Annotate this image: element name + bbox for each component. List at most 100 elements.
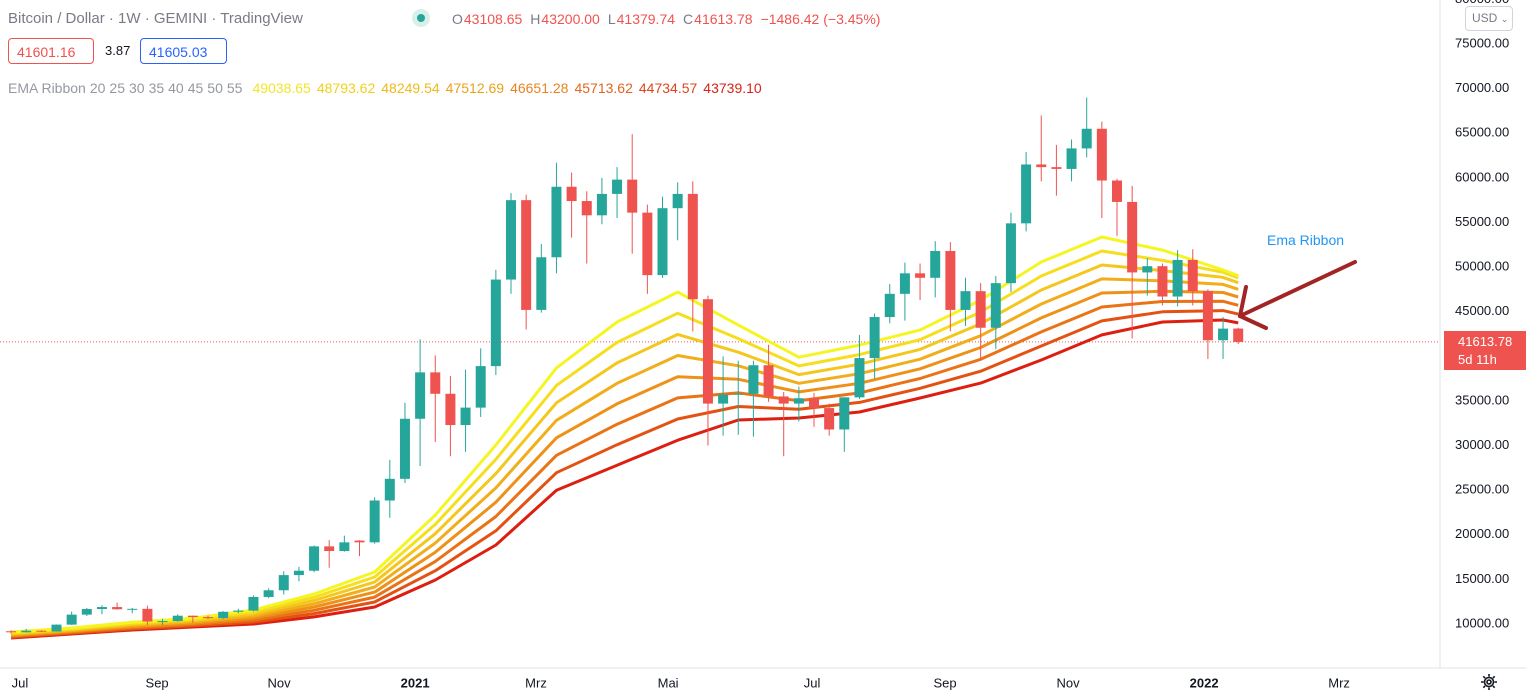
candle-body	[369, 500, 380, 543]
ema-length: 45	[187, 80, 204, 96]
y-tick-label: 60000.00	[1455, 169, 1509, 184]
x-tick-label: Sep	[146, 675, 169, 690]
candle-body	[1187, 259, 1198, 292]
candle-body	[172, 615, 183, 622]
candle-body	[21, 630, 32, 633]
candle-body	[748, 365, 759, 394]
buy-price[interactable]: 41605.03	[140, 38, 227, 64]
candle-body	[36, 630, 47, 632]
candle-body	[445, 393, 456, 426]
candle-body	[627, 179, 638, 213]
ema-value: 47512.69	[445, 80, 505, 96]
ema-legend: EMA Ribbon 20 25 30 35 40 45 50 55 49038.65 48793.…	[8, 80, 762, 96]
candle-body	[1112, 180, 1123, 202]
candle-body	[1218, 328, 1229, 341]
ohlc-key: C	[683, 11, 694, 27]
settings-icon[interactable]	[1481, 674, 1497, 690]
candle-body	[430, 372, 441, 394]
y-tick-label: 70000.00	[1455, 80, 1509, 95]
symbol-title: Bitcoin / Dollar · 1W · GEMINI · Trading…	[8, 10, 303, 27]
x-tick-label: Mrz	[525, 675, 547, 690]
y-tick-label: 20000.00	[1455, 526, 1509, 541]
candle-body	[869, 317, 880, 359]
candle-body	[1202, 291, 1213, 341]
ohlc-key: H	[530, 11, 541, 27]
last-price-box: 41613.78 5d 11h	[1444, 331, 1526, 370]
ema-length: 50	[207, 80, 223, 96]
candle-body	[687, 193, 698, 300]
ema-line	[11, 299, 1239, 638]
candle-body	[460, 407, 471, 426]
y-tick-label: 45000.00	[1455, 303, 1509, 318]
candle-body	[960, 291, 971, 310]
candle-body	[1172, 259, 1183, 297]
ema-value: 48793.62	[316, 80, 376, 96]
candle-body	[233, 610, 244, 612]
x-tick-label: 2021	[401, 675, 430, 690]
ema-length: 30	[128, 80, 145, 96]
candle-body	[733, 393, 744, 395]
currency-select[interactable]: USD ⌄	[1465, 6, 1513, 31]
ema-line	[11, 235, 1239, 634]
market-status[interactable]	[412, 9, 430, 27]
chevron: ⌄	[1500, 14, 1509, 24]
candle-body	[354, 540, 365, 543]
candle-body	[263, 590, 274, 597]
ema-value: 45713.62	[574, 80, 633, 96]
candle-body	[657, 208, 668, 276]
annotation: Ema Ribbon	[1267, 232, 1345, 248]
ema-length: 25	[109, 80, 125, 96]
candle-body	[1005, 223, 1016, 284]
candle-body	[157, 621, 168, 623]
y-tick-label: 25000.00	[1455, 482, 1509, 497]
ohlc-key: O	[452, 11, 463, 27]
ema-line	[11, 277, 1239, 637]
y-tick-label: 10000.00	[1455, 615, 1509, 630]
x-tick-label: Mrz	[1328, 675, 1350, 690]
ema-value: 48249.54	[381, 80, 440, 96]
x-tick-label: 2022	[1190, 675, 1219, 690]
x-tick-label: Nov	[267, 675, 291, 690]
ema-length: 40	[168, 80, 184, 96]
candle-body	[490, 279, 501, 367]
ema-line	[11, 263, 1239, 636]
candle-body	[1036, 164, 1047, 168]
candle-body	[551, 186, 562, 258]
candle-body	[415, 372, 426, 419]
candle-body	[672, 193, 683, 209]
candle-body	[536, 257, 547, 310]
ema-line	[11, 309, 1239, 639]
candle-body	[824, 408, 835, 430]
ema-value: 46651.28	[510, 80, 569, 96]
candle-body	[324, 546, 335, 552]
candle-body	[945, 251, 956, 310]
x-tick-label: Nov	[1057, 675, 1081, 690]
candle-body	[1066, 148, 1077, 169]
candle-body	[975, 291, 986, 328]
candle-body	[399, 418, 410, 479]
annotation-arrow	[1238, 260, 1357, 330]
candle-body	[309, 546, 320, 571]
candle-body	[6, 631, 17, 633]
candle-body	[930, 251, 941, 278]
candle-body	[1127, 201, 1138, 273]
candle-body	[642, 212, 653, 276]
candle-body	[293, 570, 304, 576]
ohlc-value: 43200.00	[541, 11, 600, 27]
sell-price[interactable]: 41601.16	[8, 38, 94, 64]
candle-body	[899, 273, 910, 294]
countdown: 5d 11h	[1458, 352, 1497, 367]
ohlc-value: 41379.74	[616, 11, 676, 27]
y-tick-label: 35000.00	[1455, 392, 1509, 407]
candle-body	[884, 293, 895, 318]
price-change: −1486.42 (−3.45%)	[760, 11, 881, 27]
y-tick-label: 55000.00	[1455, 214, 1509, 229]
ema-name: EMA Ribbon	[8, 80, 86, 96]
candle-body	[1096, 128, 1107, 181]
candle-body	[384, 478, 395, 501]
candle-body	[218, 611, 229, 619]
candle-body	[990, 283, 1001, 328]
candle-body	[854, 358, 865, 398]
candle-body	[1021, 164, 1032, 224]
